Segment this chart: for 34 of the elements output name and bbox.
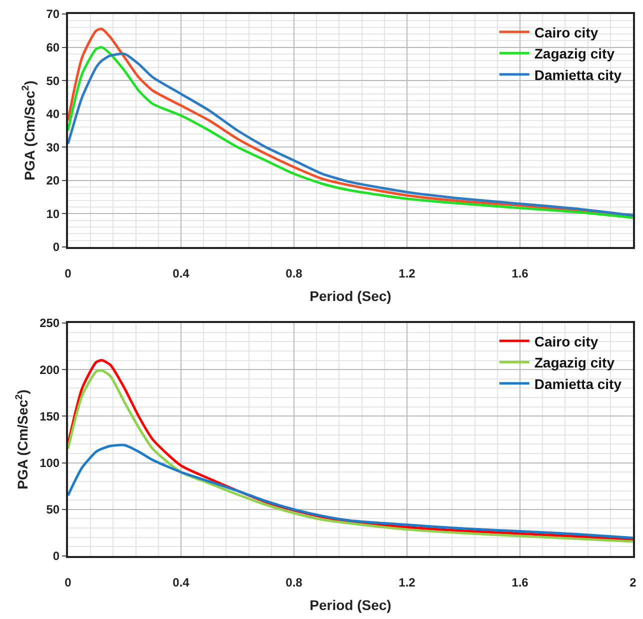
x-tick-label: 0.4: [172, 575, 190, 590]
x-axis-title: Period (Sec): [310, 597, 392, 614]
y-tick-label: 100: [40, 456, 60, 470]
x-tick-label: 1.2: [398, 266, 416, 280]
y-tick-label: 200: [40, 362, 60, 377]
y-tick-label: 70: [46, 7, 60, 22]
x-tick-label: 1.6: [512, 575, 529, 590]
y-tick-label: 40: [46, 107, 60, 122]
x-tick-label: 1.2: [398, 575, 416, 590]
y-tick-label: 150: [40, 409, 60, 424]
x-tick-label: 0.8: [286, 575, 303, 590]
line-series: [68, 444, 633, 540]
y-tick-label: 20: [46, 174, 60, 188]
y-tick-label: 60: [46, 40, 60, 54]
x-axis-title: Period (Sec): [310, 288, 392, 304]
legend-label: Cairo city: [534, 24, 598, 40]
x-tick-label: 0: [64, 575, 72, 590]
x-tick-label: 0: [64, 266, 72, 280]
x-tick-label: 2: [630, 575, 637, 590]
legend-label: Damietta city: [534, 66, 622, 83]
legend-label: Zagazig city: [534, 46, 615, 62]
x-tick-label: 1.6: [512, 266, 529, 280]
y-tick-label: 30: [46, 140, 60, 154]
x-tick-label: 0.8: [286, 266, 303, 280]
y-tick-label: 0: [52, 549, 60, 564]
legend-label: Cairo city: [534, 333, 598, 350]
legend-label: Zagazig city: [534, 354, 615, 371]
y-tick-label: 0: [52, 240, 60, 254]
y-tick-label: 50: [46, 74, 60, 88]
y-tick-label: 10: [46, 206, 60, 221]
x-tick-label: 0.4: [172, 266, 190, 280]
legend-label: Damietta city: [534, 376, 622, 392]
y-tick-label: 250: [40, 316, 60, 330]
y-tick-label: 50: [46, 502, 60, 517]
